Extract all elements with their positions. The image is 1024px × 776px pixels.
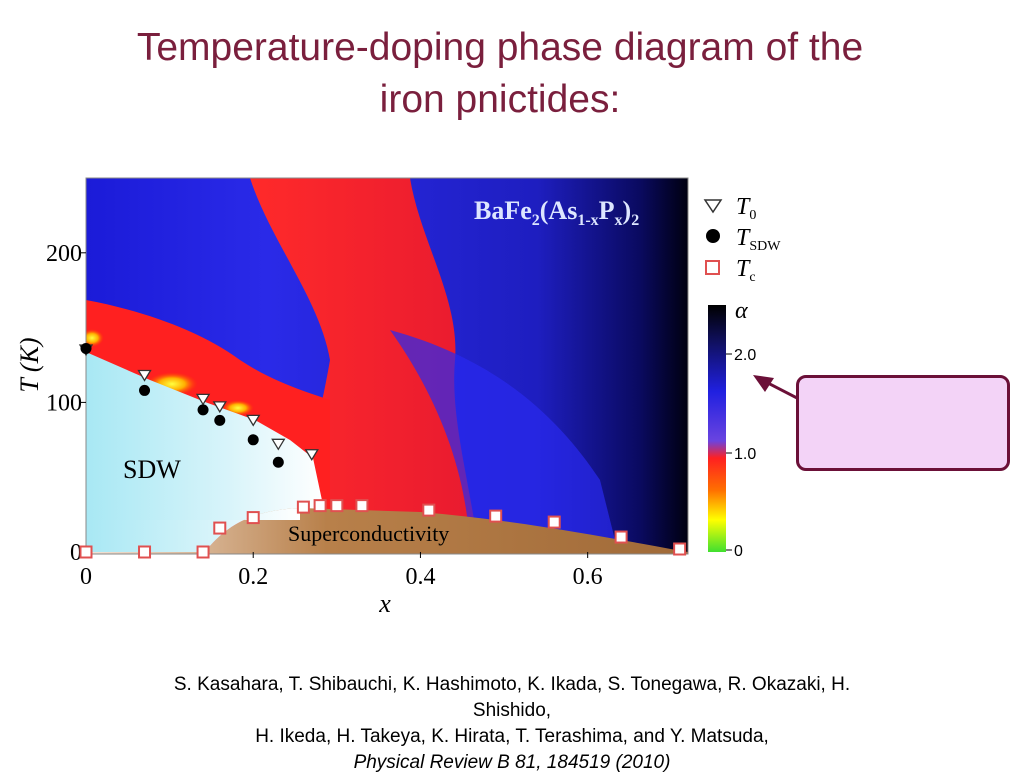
marker-t0-6 <box>304 449 319 462</box>
y-tick-label-1: 100 <box>46 390 82 416</box>
legend-label-tc: Tc <box>736 256 756 285</box>
marker-tc-5 <box>296 500 310 514</box>
compound-label-part-1: BaFe <box>474 196 532 225</box>
marker-tc-2 <box>196 545 210 559</box>
marker-tc-8 <box>355 499 369 513</box>
slide-title-line-1: Temperature-doping phase diagram of the <box>136 26 864 69</box>
marker-t0-5 <box>271 438 286 451</box>
citation-line-1: S. Kasahara, T. Shibauchi, K. Hashimoto,… <box>173 674 851 695</box>
x-tick-label-3: 0.6 <box>573 564 603 590</box>
marker-tc-12 <box>614 530 628 544</box>
compound-label-sub-4: 2 <box>631 212 639 229</box>
phase-diagram-figure: 0 0.2 0.4 0.6 0 100 200 x T (K) SDW Superconduct… <box>15 177 831 618</box>
axis-labels: 0 0.2 0.4 0.6 0 100 200 x T (K) <box>15 241 603 618</box>
colorbar-tick-2: 2.0 <box>734 347 756 364</box>
y-tick-label-0: 0 <box>70 540 82 566</box>
marker-tc-3 <box>213 521 227 535</box>
marker-t0-2 <box>195 393 211 406</box>
marker-tsdw-3 <box>214 414 226 426</box>
heatmap-red-region <box>250 178 480 554</box>
marker-tc-9 <box>422 503 436 517</box>
compound-label-part-3: P <box>599 196 615 225</box>
legend-marker-tsdw <box>706 229 720 243</box>
citation-line-4: Physical Review B 81, 184519 (2010) <box>353 752 671 773</box>
marker-tsdw-1 <box>139 384 151 396</box>
legend-label-tsdw: TSDW <box>736 225 781 254</box>
data-markers <box>78 343 687 559</box>
legend-marker-t0 <box>703 199 723 214</box>
marker-t0-1 <box>137 369 152 382</box>
superconducting-dome <box>86 508 688 554</box>
compound-label-sub-3: x <box>615 212 623 229</box>
citation-line-3: H. Ikeda, H. Takeya, K. Hirata, T. Teras… <box>255 726 769 747</box>
callout-box <box>796 375 1010 471</box>
marker-tc-0 <box>79 545 93 559</box>
colorbar-tick-0: 0 <box>734 543 743 560</box>
y-tick-label-2: 200 <box>46 241 82 267</box>
marker-tc-13 <box>673 542 687 556</box>
x-tick-label-0: 0 <box>80 564 92 590</box>
marker-t0-3 <box>212 401 227 414</box>
marker-tsdw-5 <box>272 456 284 468</box>
marker-tsdw-4 <box>247 434 259 446</box>
compound-label-sub-1: 2 <box>532 212 540 229</box>
marker-tc-10 <box>489 509 503 523</box>
compound-label-part-2: (As <box>540 196 578 225</box>
colorbar-label: α <box>735 298 748 324</box>
x-axis-label: x <box>378 589 391 618</box>
citation: S. Kasahara, T. Shibauchi, K. Hashimoto,… <box>20 672 1004 776</box>
marker-tc-4 <box>246 511 260 525</box>
legend-marker-tc <box>705 260 720 275</box>
slide-title: Temperature-doping phase diagram of the … <box>40 22 960 126</box>
marker-tc-11 <box>547 515 561 529</box>
colorbar-bar <box>708 305 726 552</box>
heatmap-hotspot-2 <box>86 329 104 347</box>
compound-label-sub-2: 1-x <box>577 212 598 229</box>
marker-tc-6 <box>313 499 327 513</box>
region-label-superconductivity: Superconductivity <box>288 521 449 546</box>
sdw-region-lower <box>86 508 300 552</box>
heatmap-area <box>86 178 688 554</box>
marker-t0-4 <box>246 414 261 427</box>
marker-tc-1 <box>138 545 152 559</box>
legend-label-t0: T0 <box>736 194 756 223</box>
citation-line-2: Shishido, <box>472 700 552 721</box>
heatmap-blue-right <box>390 330 619 554</box>
colorbar-tick-1: 1.0 <box>734 446 756 463</box>
marker-tc-7 <box>330 499 344 513</box>
plot-frame <box>85 177 689 555</box>
colorbar: α 2.0 1.0 0 <box>708 298 756 560</box>
y-axis-label: T (K) <box>15 337 44 392</box>
slide-title-line-2: iron pnictides: <box>379 78 621 121</box>
x-tick-label-1: 0.2 <box>238 564 268 590</box>
x-tick-label-2: 0.4 <box>405 564 435 590</box>
compound-label-part-4: ) <box>623 196 632 225</box>
legend: T0 TSDW Tc <box>703 194 781 285</box>
marker-tsdw-0 <box>80 343 92 355</box>
marker-tsdw-2 <box>197 404 209 416</box>
region-label-sdw: SDW <box>123 455 181 484</box>
compound-label: BaFe2(As1-xPx)2 <box>474 196 639 229</box>
